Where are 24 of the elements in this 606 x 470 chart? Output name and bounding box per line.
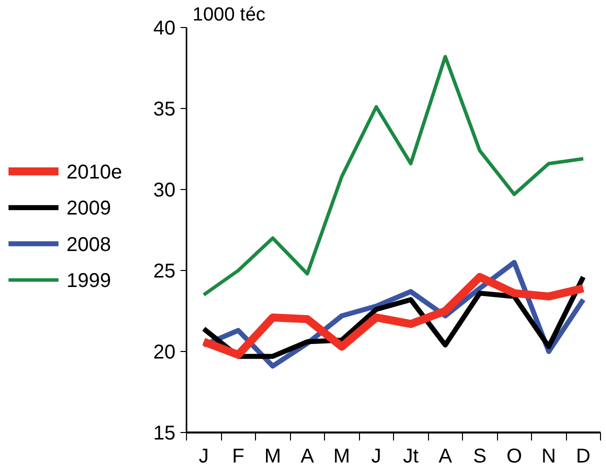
- legend-label: 2010e: [66, 161, 122, 184]
- legend-label: 1999: [66, 270, 111, 292]
- y-tick-label: 15: [153, 422, 176, 444]
- x-tick-label: A: [300, 446, 315, 468]
- x-tick-label: M: [333, 446, 350, 468]
- x-tick-label: F: [232, 446, 244, 468]
- y-axis-title: 1000 téc: [192, 4, 266, 26]
- line-series: [202, 54, 585, 297]
- x-tick-label: J: [371, 446, 382, 468]
- y-tick-label: 25: [153, 260, 176, 282]
- x-tick-label: J: [198, 446, 209, 468]
- x-tick-label: O: [506, 446, 522, 468]
- y-tick-label: 40: [153, 18, 176, 40]
- x-tick-label: D: [576, 446, 590, 468]
- x-tick-label: M: [264, 446, 282, 468]
- legend-label: 2008: [66, 234, 111, 256]
- x-tick-label: A: [438, 446, 453, 468]
- x-tick-label: N: [542, 446, 556, 468]
- x-tick-label: S: [473, 446, 486, 468]
- legend-label: 2009: [66, 198, 111, 220]
- y-tick-label: 20: [153, 342, 176, 364]
- x-tick-label: Jt: [402, 446, 419, 468]
- y-tick-label: 35: [153, 98, 176, 120]
- y-tick-label: 30: [153, 180, 176, 202]
